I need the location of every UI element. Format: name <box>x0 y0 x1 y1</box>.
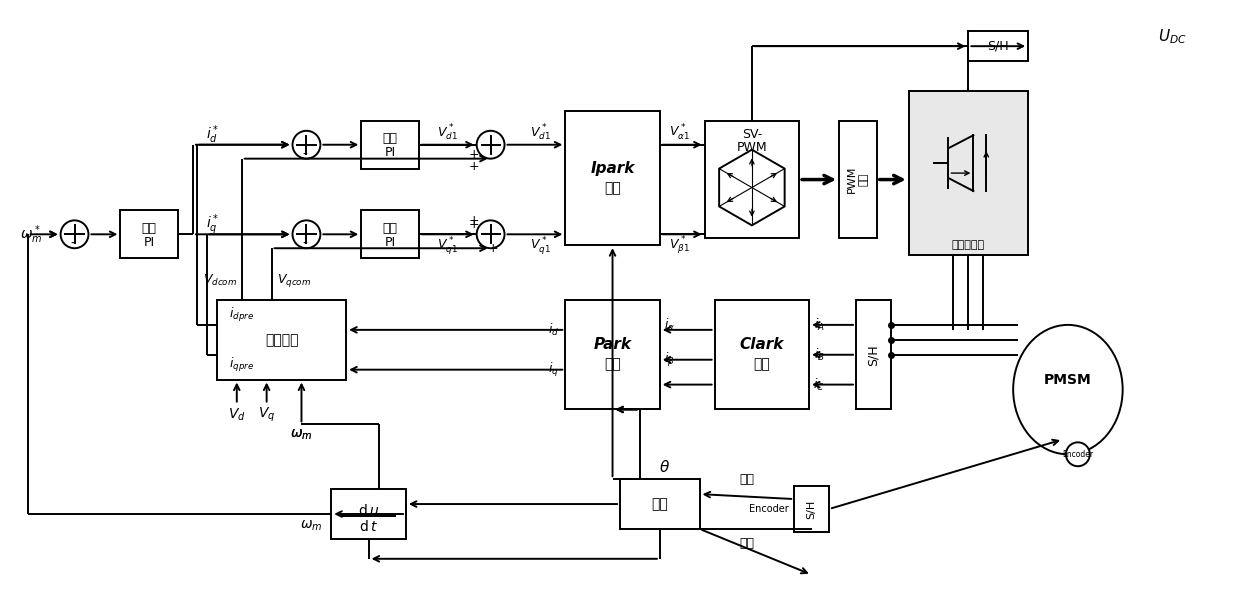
Text: $\mathrm{d}\,u$: $\mathrm{d}\,u$ <box>358 503 379 518</box>
Bar <box>331 489 406 539</box>
Circle shape <box>477 131 504 158</box>
Bar <box>715 300 809 409</box>
Bar <box>969 31 1028 61</box>
Text: $i_A$: $i_A$ <box>814 317 824 333</box>
Text: SV-: SV- <box>742 128 762 141</box>
Text: 第三: 第三 <box>383 222 398 235</box>
Text: $i_{qpre}$: $i_{qpre}$ <box>229 356 254 374</box>
Text: $i_q^*$: $i_q^*$ <box>206 212 219 236</box>
Text: $V_q$: $V_q$ <box>258 406 275 424</box>
Text: $V_{dcom}$: $V_{dcom}$ <box>203 272 237 287</box>
Text: +: + <box>487 242 498 255</box>
Bar <box>362 121 419 169</box>
Text: +: + <box>468 148 479 161</box>
Text: 第二: 第二 <box>383 132 398 145</box>
Text: S/H: S/H <box>987 40 1009 53</box>
Bar <box>839 121 877 238</box>
Text: S/H: S/H <box>867 344 880 365</box>
Text: -: - <box>302 148 307 161</box>
Text: 电流预测: 电流预测 <box>265 333 299 347</box>
Text: $V_{qcom}$: $V_{qcom}$ <box>276 272 311 289</box>
Text: $V_{\alpha1}^*$: $V_{\alpha1}^*$ <box>669 123 690 143</box>
Bar <box>794 486 829 532</box>
Text: $i_{dpre}$: $i_{dpre}$ <box>229 306 254 324</box>
Text: $\omega_m$: $\omega_m$ <box>290 427 312 442</box>
Text: PI: PI <box>384 236 395 249</box>
Circle shape <box>292 220 321 248</box>
Text: PI: PI <box>144 236 155 249</box>
Bar <box>120 211 178 258</box>
Text: $\omega_m^*$: $\omega_m^*$ <box>20 223 42 245</box>
Bar <box>908 91 1028 255</box>
Text: -: - <box>302 237 307 251</box>
Text: -: - <box>71 237 76 251</box>
Text: $V_d$: $V_d$ <box>228 406 245 422</box>
Text: $i_\beta$: $i_\beta$ <box>664 351 675 369</box>
Text: $i_B$: $i_B$ <box>814 347 824 363</box>
Circle shape <box>292 131 321 158</box>
Bar <box>217 300 346 380</box>
Text: Ipark: Ipark <box>590 161 634 176</box>
Text: PWM
驱动: PWM 驱动 <box>847 166 869 193</box>
Circle shape <box>1066 442 1090 466</box>
Text: 激励: 激励 <box>740 538 755 550</box>
Text: PWM: PWM <box>736 141 767 154</box>
Text: $i_d^*$: $i_d^*$ <box>206 124 219 146</box>
Text: $U_{DC}$: $U_{DC}$ <box>1158 27 1187 46</box>
Text: PI: PI <box>384 146 395 159</box>
Text: 变换: 变换 <box>605 181 621 195</box>
Text: +: + <box>468 218 479 231</box>
Text: Clark: Clark <box>740 337 784 352</box>
Bar <box>565 300 660 409</box>
Text: Encoder: Encoder <box>750 504 789 514</box>
Bar <box>705 121 799 238</box>
Text: $V_{q1}^*$: $V_{q1}^*$ <box>437 235 458 257</box>
Text: 三相逆变器: 三相逆变器 <box>952 240 985 250</box>
Text: 解码: 解码 <box>652 497 668 511</box>
Circle shape <box>477 220 504 248</box>
Text: $\omega_m$: $\omega_m$ <box>300 519 322 533</box>
Text: $\omega_m$: $\omega_m$ <box>290 427 312 442</box>
Bar <box>856 300 891 409</box>
Text: $i_q$: $i_q$ <box>548 361 559 379</box>
Text: PMSM: PMSM <box>1044 373 1092 386</box>
Bar <box>565 111 660 245</box>
Text: $V_{q1}^*$: $V_{q1}^*$ <box>530 235 551 257</box>
Text: S/H: S/H <box>807 499 817 518</box>
Text: 变换: 变换 <box>605 358 621 371</box>
Circle shape <box>61 220 88 248</box>
Text: 反馈: 反馈 <box>740 473 755 485</box>
Text: Park: Park <box>593 337 632 352</box>
Text: 第一: 第一 <box>141 222 156 235</box>
Text: $i_C$: $i_C$ <box>813 377 825 392</box>
Text: $i_\alpha$: $i_\alpha$ <box>664 317 675 333</box>
Text: $V_{\beta1}^*$: $V_{\beta1}^*$ <box>669 235 690 257</box>
Text: $\mathrm{d}\,t$: $\mathrm{d}\,t$ <box>359 520 378 535</box>
Text: 变换: 变换 <box>753 358 771 371</box>
Text: Encoder: Encoder <box>1062 450 1094 459</box>
Text: +: + <box>468 160 479 173</box>
Text: +: + <box>468 214 479 227</box>
Bar <box>362 211 419 258</box>
Text: $V_{d1}^*$: $V_{d1}^*$ <box>530 122 551 143</box>
Ellipse shape <box>1014 325 1123 454</box>
Text: $i_d$: $i_d$ <box>548 322 559 338</box>
Bar <box>620 479 700 529</box>
Text: $V_{d1}^*$: $V_{d1}^*$ <box>437 122 458 143</box>
Text: $\theta$: $\theta$ <box>659 459 670 475</box>
